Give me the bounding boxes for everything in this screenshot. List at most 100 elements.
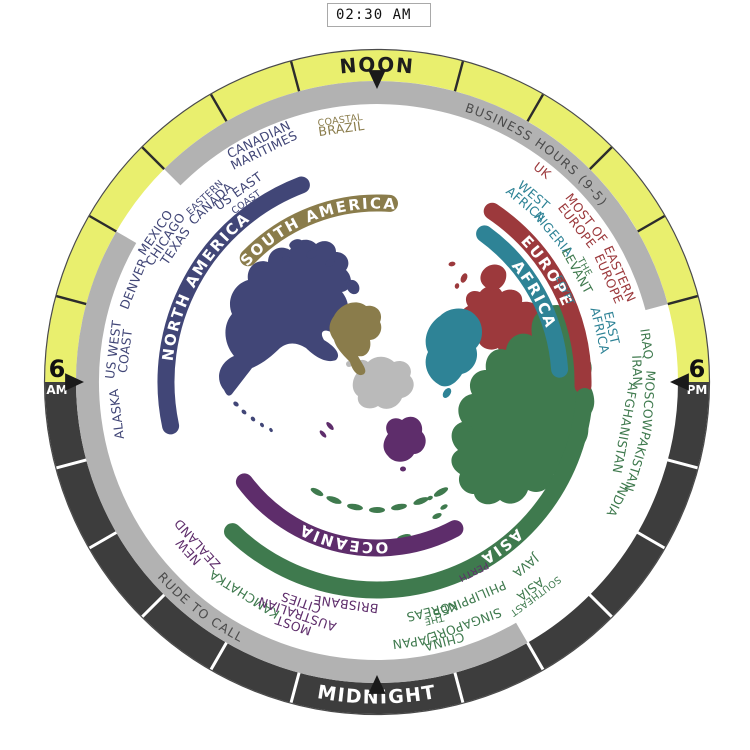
region-label-line: IRAQ [637, 328, 656, 361]
landmass-asia-island [433, 487, 449, 497]
landmass-oceania-island [319, 430, 327, 438]
landmass-north-america [219, 239, 360, 433]
hour-tick [453, 61, 465, 92]
landmass-asia-island [432, 512, 442, 520]
six-am-hour: 6 [49, 355, 66, 383]
hour-tick [667, 294, 698, 306]
landmass-north-america-body [219, 239, 351, 396]
region-label-line: US WEST [102, 319, 124, 379]
landmass-north-america-island [269, 427, 273, 433]
antarctica-landmass [352, 356, 414, 409]
region-label-iran: IRAN [629, 355, 645, 387]
continent-band-asia [224, 388, 593, 599]
region-label-line: COAST [115, 328, 135, 374]
hour-gap [209, 641, 229, 672]
continent-band-label-oceania: OCEANIA [296, 520, 389, 556]
midnight-marker-icon [368, 675, 386, 694]
landmass-asia-island [391, 503, 407, 511]
landmass-europe-island [448, 261, 456, 267]
region-label-line: INDIA [604, 480, 634, 519]
hour-gap [666, 458, 700, 470]
landmass-south-america-body [329, 302, 382, 376]
hour-tick [637, 214, 666, 233]
landmass-oceania [319, 416, 426, 472]
time-input[interactable] [327, 3, 431, 27]
landmass-oceania-island [326, 422, 334, 430]
region-label-line: BRAZIL [317, 118, 365, 139]
landmass-asia-island [347, 503, 363, 511]
landmass-north-america-island [241, 409, 247, 415]
region-label-line: ALASKA [106, 388, 127, 440]
region-label-japan: JAPAN [391, 632, 432, 652]
six-pm-suffix: PM [687, 383, 708, 397]
region-label-line: MOSCOW [639, 370, 658, 432]
landmass-north-america-island [306, 249, 318, 259]
outer-ring [45, 50, 709, 714]
landmass-north-america-island [325, 258, 335, 268]
hour-gap [54, 458, 88, 470]
hour-gap [87, 530, 118, 550]
region-label-moscow: MOSCOW [639, 370, 658, 432]
landmass-asia-island [427, 495, 433, 501]
landmass-asia-island [467, 426, 473, 432]
landmass-europe-island [460, 273, 468, 283]
hour-tick [209, 93, 228, 122]
continent-band-africa [476, 225, 569, 378]
hour-gap [588, 593, 614, 619]
continent-band-europe [483, 202, 592, 395]
region-label-line: IRAN [629, 355, 645, 387]
hour-gap [453, 671, 465, 705]
landmass-africa-island [442, 388, 452, 398]
landmass-north-america-island [289, 239, 303, 249]
hour-tick [588, 146, 613, 171]
hour-gap [525, 641, 545, 672]
six-am-suffix: AM [46, 383, 67, 397]
hour-tick [141, 146, 166, 171]
region-label-line: EAST [601, 310, 623, 346]
hour-tick [56, 294, 87, 306]
day-arc [45, 50, 709, 383]
region-label-line: JAPAN [391, 632, 432, 652]
business-hours-arc [164, 81, 668, 311]
continent-band-north-america [157, 176, 310, 435]
landmass-north-america-island [250, 416, 256, 422]
hour-tick [526, 93, 545, 122]
landmass-asia-island [440, 504, 448, 510]
region-label-alaska: ALASKA [106, 388, 127, 440]
landmass-asia-island [326, 496, 342, 504]
landmass-north-america-island [346, 279, 360, 295]
continent-band-oceania [235, 473, 464, 557]
landmass-asia-island [310, 487, 324, 497]
landmass-asia-island [369, 507, 385, 513]
region-label-india: INDIA [604, 480, 634, 519]
hour-tick [88, 214, 117, 233]
landmass-oceania-body [383, 416, 426, 462]
landmass-africa [425, 308, 482, 398]
clock-outline [43, 48, 711, 716]
six-am-marker-icon [65, 373, 84, 391]
six-pm-marker-icon [670, 373, 689, 391]
hour-tick [289, 61, 301, 92]
landmass-north-america-island [233, 401, 239, 407]
landmass-africa-body [425, 308, 482, 387]
landmass-europe-body [480, 264, 507, 291]
landmass-europe-island [454, 283, 460, 289]
region-label-line: THE [423, 611, 446, 627]
landmass-south-america [329, 302, 382, 376]
landmass-north-america-island [259, 422, 265, 428]
landmass-oceania-island [400, 466, 406, 472]
hour-gap [289, 671, 301, 705]
noon-marker-icon [368, 70, 386, 89]
hour-gap [636, 530, 667, 550]
night-arc [45, 381, 709, 714]
rude-to-call-arc [75, 231, 528, 684]
six-pm-hour: 6 [689, 355, 706, 383]
landmass-north-america-island [282, 256, 290, 262]
